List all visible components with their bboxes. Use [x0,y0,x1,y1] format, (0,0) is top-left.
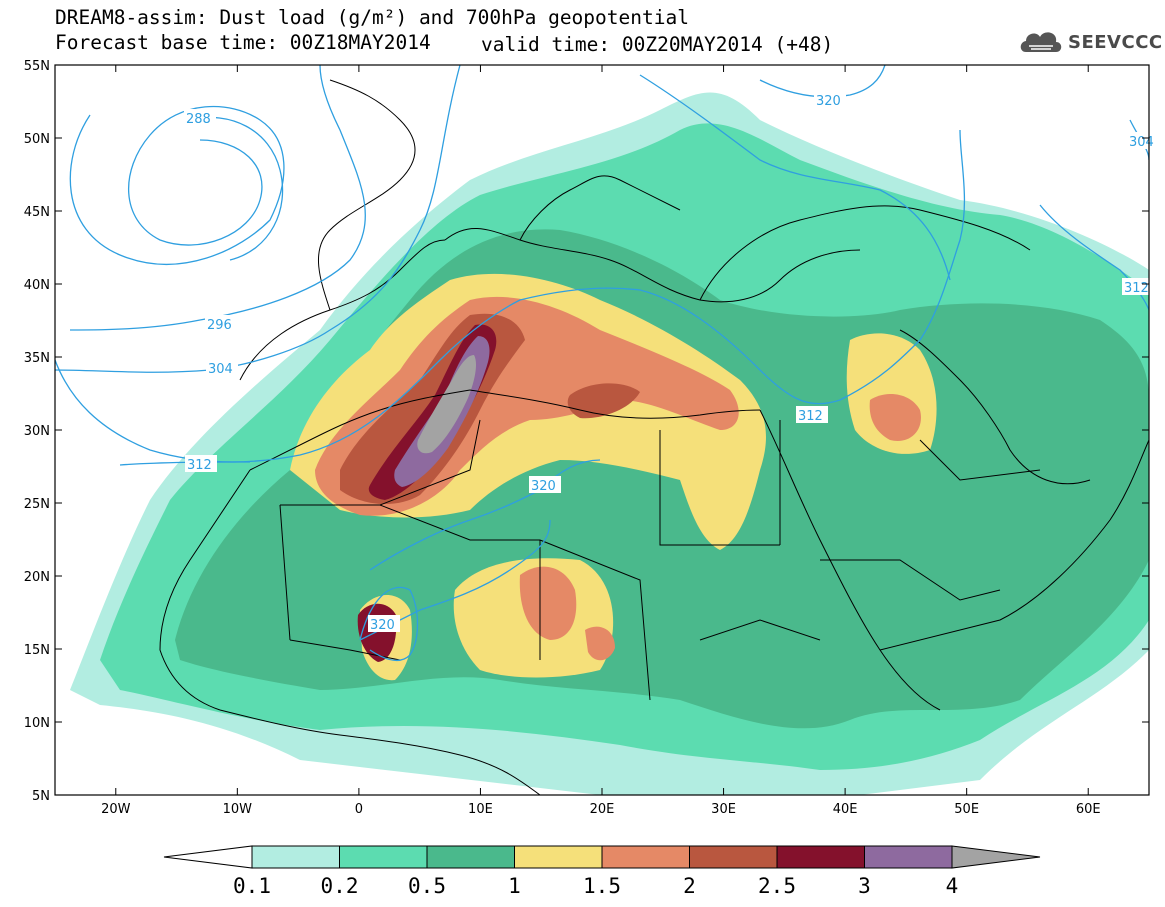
contour-label-320-sahel: 320 [370,618,395,633]
colorbar-label: 2.5 [758,874,796,898]
colorbar-label: 1.5 [583,874,621,898]
lat-tick-label: 50N [24,132,50,147]
contour-label-296: 296 [207,318,232,333]
colorbar-segment [776,845,865,869]
latitude-axis: 55N 50N 45N 40N 35N 30N 25N 20N 15N 10N 5N [24,59,1149,804]
colorbar-segment [251,845,340,869]
contour-label-320-north: 320 [816,94,841,109]
contour-label-288: 288 [186,112,211,127]
lat-tick-label: 25N [24,497,50,512]
colorbar-label: 4 [946,874,959,898]
contour-label-312: 312 [187,458,212,473]
lat-tick-label: 10N [24,716,50,731]
lat-tick-label: 40N [24,278,50,293]
lat-tick-label: 15N [24,643,50,658]
colorbar: 0.1 0.2 0.5 1 1.5 2 2.5 3 4 [163,845,1041,898]
longitude-axis: 20W 10W 0 10E 20E 30E 40E 50E 60E [101,65,1101,817]
lon-tick-label: 20E [590,802,615,817]
lat-tick-label: 45N [24,205,50,220]
colorbar-segment [426,845,515,869]
contour-label-312-arabia: 312 [798,409,823,424]
colorbar-label: 1 [508,874,521,898]
colorbar-label: 2 [683,874,696,898]
lon-tick-label: 30E [711,802,736,817]
lat-tick-label: 20N [24,570,50,585]
lat-tick-label: 5N [32,789,50,804]
contour-label-320-sahara: 320 [531,479,556,494]
coastlines [159,79,1149,795]
lat-tick-label: 30N [24,424,50,439]
colorbar-under-triangle [163,845,253,869]
lon-tick-label: 20W [101,802,131,817]
dust-load-field [70,92,1149,795]
seevccc-logo: SEEVCCC [1018,24,1162,64]
contour-label-304-east: 304 [1129,135,1154,150]
lon-tick-label: 60E [1076,802,1101,817]
lat-tick-label: 55N [24,59,50,74]
lon-tick-label: 10E [468,802,493,817]
lat-tick-label: 35N [24,351,50,366]
geopotential-contours [55,65,1149,662]
colorbar-label: 0.2 [321,874,359,898]
forecast-base-time: Forecast base time: 00Z18MAY2014 [55,31,431,54]
logo-text: SEEVCCC [1068,32,1163,53]
colorbar-segment [339,845,428,869]
colorbar-segment [689,845,778,869]
cloud-logo-icon [1020,32,1062,52]
colorbar-over-triangle [951,845,1041,869]
colorbar-label: 3 [858,874,871,898]
contour-label-304: 304 [208,362,233,377]
colorbar-segment [601,845,690,869]
colorbar-label: 0.5 [408,874,446,898]
colorbar-segment [514,845,603,869]
lon-tick-label: 50E [954,802,979,817]
lon-tick-label: 40E [833,802,858,817]
valid-time: valid time: 00Z20MAY2014 (+48) [481,33,834,56]
colorbar-segment [864,845,953,869]
lon-tick-label: 10W [223,802,253,817]
contour-labels: 288 296 304 312 320 304 312 312 320 320 [184,91,1154,633]
map-title: DREAM8-assim: Dust load (g/m²) and 700hP… [55,6,689,29]
lon-tick-label: 0 [355,802,363,817]
contour-label-312-east: 312 [1124,281,1149,296]
colorbar-label: 0.1 [233,874,271,898]
